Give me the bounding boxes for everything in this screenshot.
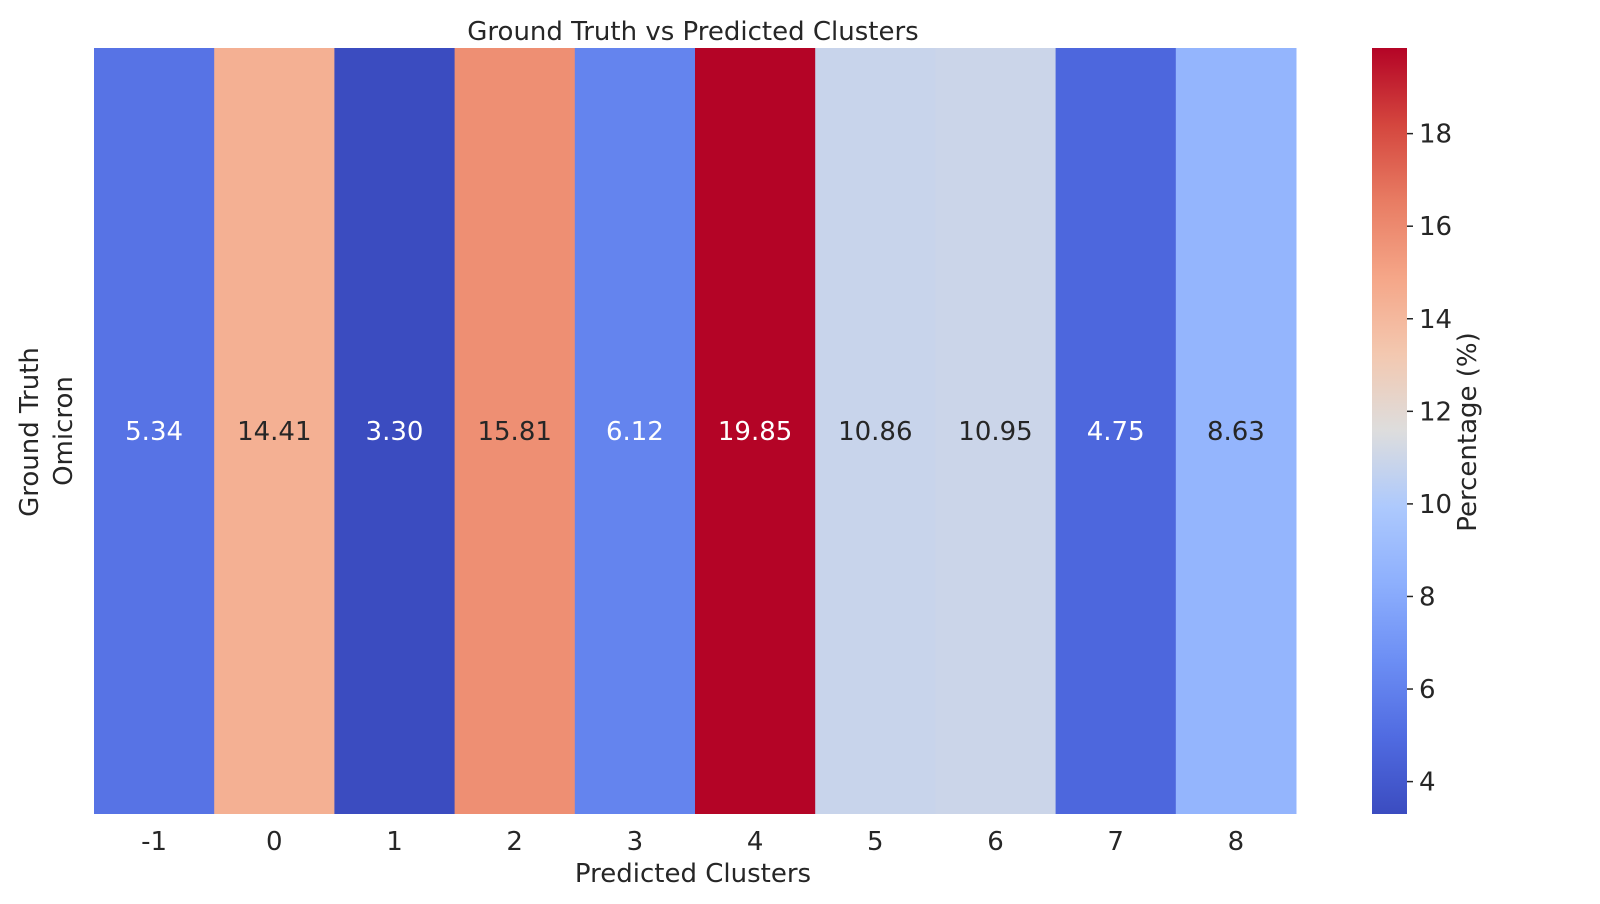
cell-value-label: 19.85 bbox=[718, 417, 792, 447]
cell-value-label: 3.30 bbox=[366, 417, 424, 447]
cell-value-label: 4.75 bbox=[1087, 417, 1145, 447]
colorbar bbox=[1372, 48, 1407, 814]
heatmap-cell-labels: 5.34 14.41 3.30 15.81 6.12 19.85 10.86 10.95 4.7… bbox=[125, 417, 1265, 447]
colorbar-label: Percentage (%) bbox=[1453, 332, 1483, 532]
cell-value-label: 6.12 bbox=[606, 417, 664, 447]
cell-value-label: 15.81 bbox=[477, 417, 551, 447]
colorbar-ticks: 4 6 8 10 12 14 16 18 bbox=[1407, 120, 1452, 798]
heatmap-cell bbox=[94, 48, 215, 814]
heatmap-cells bbox=[94, 48, 1297, 814]
cell-value-label: 10.86 bbox=[838, 417, 912, 447]
x-tick-label: 4 bbox=[747, 827, 764, 857]
heatmap-cell bbox=[1175, 48, 1297, 814]
colorbar-tick-label: 14 bbox=[1419, 305, 1452, 335]
x-tick-label: 6 bbox=[987, 827, 1004, 857]
x-tick-label: 3 bbox=[627, 827, 644, 857]
colorbar-tick-label: 6 bbox=[1419, 675, 1436, 705]
x-axis-label: Predicted Clusters bbox=[575, 859, 811, 889]
heatmap-cell bbox=[574, 48, 696, 814]
x-tick-label: 5 bbox=[867, 827, 884, 857]
y-tick-label: Omicron bbox=[49, 376, 79, 486]
colorbar-tick-label: 18 bbox=[1419, 120, 1452, 150]
heatmap-cell bbox=[214, 48, 335, 814]
heatmap-cell bbox=[454, 48, 576, 814]
colorbar-tick-label: 16 bbox=[1419, 212, 1452, 242]
chart-title: Ground Truth vs Predicted Clusters bbox=[467, 17, 918, 47]
cell-value-label: 10.95 bbox=[958, 417, 1032, 447]
x-tick-label: -1 bbox=[141, 827, 167, 857]
x-tick-label: 8 bbox=[1228, 827, 1245, 857]
cell-value-label: 5.34 bbox=[125, 417, 183, 447]
colorbar-tick-label: 4 bbox=[1419, 768, 1436, 798]
heatmap-cell bbox=[334, 48, 456, 814]
colorbar-tick-label: 12 bbox=[1419, 397, 1452, 427]
heatmap-cell bbox=[695, 48, 816, 814]
colorbar-tick-label: 10 bbox=[1419, 490, 1452, 520]
x-tick-label: 1 bbox=[386, 827, 403, 857]
heatmap-cell bbox=[815, 48, 936, 814]
heatmap-cell bbox=[935, 48, 1057, 814]
heatmap-cell bbox=[1055, 48, 1177, 814]
cell-value-label: 14.41 bbox=[237, 417, 311, 447]
x-tick-label: 2 bbox=[506, 827, 523, 857]
y-tick-labels: Omicron bbox=[49, 376, 79, 486]
x-tick-label: 0 bbox=[266, 827, 283, 857]
y-axis-label: Ground Truth bbox=[15, 347, 45, 517]
cell-value-label: 8.63 bbox=[1207, 417, 1265, 447]
x-tick-labels: -1 0 1 2 3 4 5 6 7 8 bbox=[141, 827, 1244, 857]
colorbar-tick-label: 8 bbox=[1419, 582, 1436, 612]
x-tick-label: 7 bbox=[1107, 827, 1124, 857]
